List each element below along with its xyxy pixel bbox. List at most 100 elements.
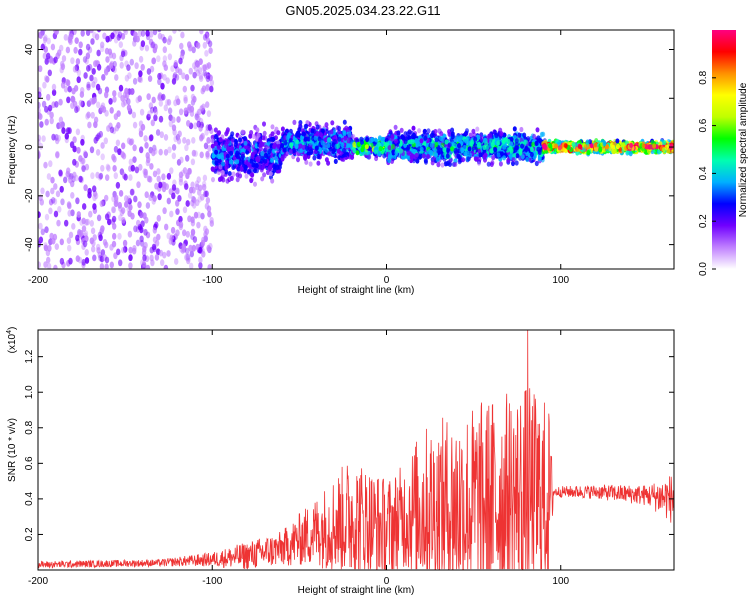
heatmap-cell [253, 162, 258, 168]
heatmap-cell [434, 141, 439, 148]
heatmap-cell [246, 169, 251, 175]
heatmap-cell [153, 114, 158, 122]
heatmap-cell [169, 167, 174, 175]
heatmap-cell [85, 43, 91, 51]
heatmap-cell [483, 152, 488, 158]
heatmap-cell [496, 140, 501, 146]
heatmap-cell [128, 262, 133, 269]
heatmap-cell [499, 131, 504, 137]
heatmap-cell [240, 129, 245, 135]
heatmap-cell [83, 72, 88, 79]
heatmap-cell [100, 153, 105, 161]
heatmap-cell [70, 57, 75, 65]
heatmap-cell [214, 149, 219, 155]
heatmap-cell [175, 208, 180, 216]
heatmap-cell [48, 56, 54, 64]
heatmap-cell [224, 160, 229, 166]
heatmap-cell [114, 194, 119, 202]
heatmap-cell [91, 68, 96, 75]
heatmap-cell [100, 142, 105, 149]
heatmap-cell [513, 147, 518, 153]
y-tick-label: -40 [24, 237, 35, 252]
heatmap-cell [416, 139, 421, 145]
heatmap-cell [113, 172, 119, 180]
heatmap-cell [239, 166, 244, 172]
colorbar-ticks: 0.00.20.40.60.8 [698, 70, 716, 276]
heatmap-cell [148, 102, 154, 110]
heatmap-cell [249, 177, 254, 184]
heatmap-cell [336, 143, 341, 149]
heatmap-cell [203, 72, 209, 79]
heatmap-cell [191, 137, 196, 144]
heatmap-cell [70, 102, 75, 109]
heatmap-cell [99, 200, 105, 208]
heatmap-cell [166, 250, 171, 257]
heatmap-cell [255, 127, 260, 133]
heatmap-cell [422, 128, 427, 134]
heatmap-cell [196, 176, 201, 184]
heatmap-cell [401, 135, 406, 141]
heatmap-cell [182, 246, 187, 253]
heatmap-cell [38, 211, 41, 218]
heatmap-cell [249, 130, 254, 136]
heatmap-cell [519, 126, 524, 133]
heatmap-cell [210, 143, 215, 149]
heatmap-cell [128, 158, 133, 166]
heatmap-cell [247, 163, 252, 169]
heatmap-cell [44, 58, 49, 65]
heatmap-cell [118, 41, 124, 48]
heatmap-cell [422, 153, 426, 159]
heatmap-cell [230, 145, 234, 152]
heatmap-cell [58, 98, 63, 106]
heatmap-cell [491, 155, 496, 161]
heatmap-cell [95, 149, 101, 156]
heatmap-cell [229, 150, 234, 156]
heatmap-cell [529, 152, 534, 158]
heatmap-cell [526, 136, 531, 142]
heatmap-cell [214, 134, 218, 140]
heatmap-cell [262, 121, 266, 127]
heatmap-cell [174, 258, 179, 265]
heatmap-cell [43, 242, 48, 249]
snr-series-line [38, 330, 674, 570]
heatmap-cell [126, 64, 131, 71]
heatmap-cell [145, 33, 151, 41]
heatmap-cell [196, 221, 201, 229]
heatmap-cell [173, 99, 178, 107]
heatmap-cell [205, 75, 211, 83]
heatmap-cell [242, 135, 247, 142]
heatmap-cell [111, 195, 116, 203]
heatmap-cell [38, 32, 43, 39]
heatmap-cell [374, 149, 378, 155]
heatmap-cell [520, 154, 525, 160]
heatmap-cell [132, 144, 137, 152]
heatmap-cell [480, 136, 484, 142]
heatmap-cell [168, 237, 173, 245]
heatmap-cell [193, 122, 198, 130]
heatmap-cell [288, 148, 293, 154]
heatmap-cell [465, 128, 469, 134]
heatmap-cell [42, 36, 48, 43]
heatmap-cell [198, 256, 203, 264]
heatmap-cell [156, 168, 161, 175]
heatmap-cell [129, 188, 135, 196]
heatmap-cell [104, 47, 110, 55]
heatmap-cell [121, 100, 126, 108]
heatmap-cell [57, 206, 62, 213]
heatmap-cell [72, 171, 77, 179]
heatmap-cell [83, 184, 88, 192]
heatmap-cell [571, 141, 576, 148]
heatmap-cell [269, 136, 274, 142]
heatmap-cell [270, 131, 275, 137]
heatmap-cell [139, 239, 145, 247]
y-tick-label: 40 [24, 44, 35, 56]
heatmap-cell [176, 159, 182, 166]
heatmap-cell [200, 193, 205, 201]
heatmap-cell [364, 144, 369, 150]
heatmap-cell [94, 59, 99, 67]
heatmap-cell [476, 134, 481, 140]
heatmap-cell [163, 265, 168, 269]
heatmap-cell [76, 69, 82, 77]
heatmap-cell [149, 106, 155, 114]
heatmap-cell [474, 156, 479, 162]
